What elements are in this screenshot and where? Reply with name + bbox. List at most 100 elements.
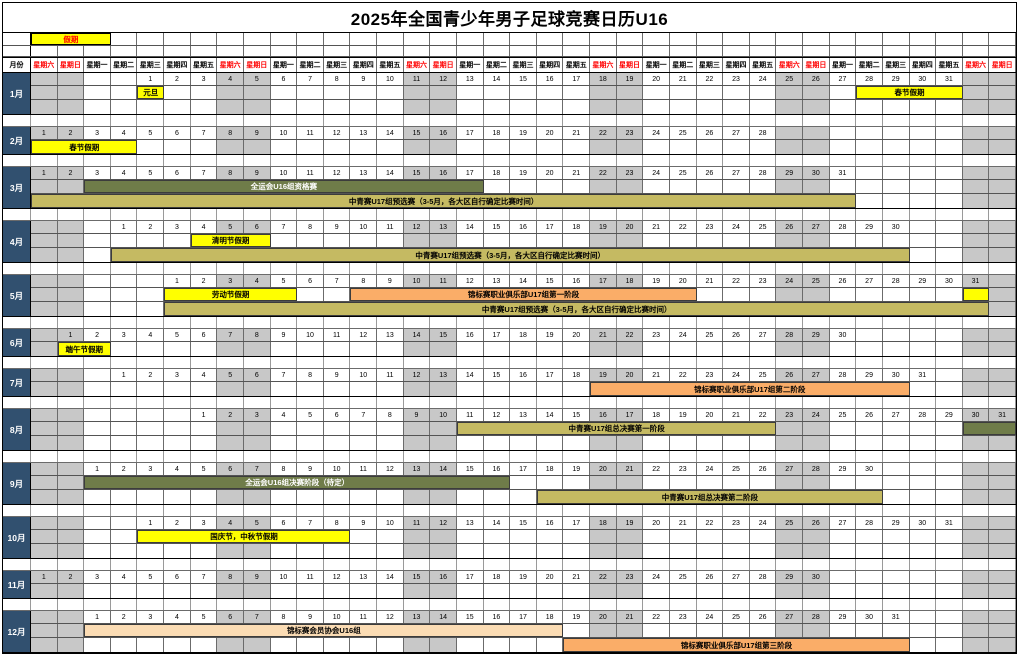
event-grid-cell[interactable] [883, 544, 910, 558]
event-grid-cell[interactable] [31, 476, 58, 489]
event-grid-cell[interactable] [510, 436, 537, 450]
event-grid-cell[interactable] [31, 180, 58, 193]
separator-cell[interactable] [111, 357, 138, 368]
separator-cell[interactable] [484, 451, 511, 462]
date-cell[interactable]: 23 [616, 571, 644, 583]
separator-cell[interactable] [936, 397, 963, 408]
date-cell[interactable]: 24 [803, 409, 830, 421]
date-cell[interactable]: 21 [643, 221, 670, 233]
separator-cell[interactable] [856, 115, 883, 126]
event-grid-cell[interactable] [803, 584, 830, 598]
weekday-header[interactable]: 星期四 [910, 58, 937, 72]
separator-cell[interactable] [856, 155, 883, 166]
separator-cell[interactable] [989, 451, 1016, 462]
separator-cell[interactable] [191, 397, 218, 408]
event-grid-cell[interactable] [643, 544, 670, 558]
separator-cell[interactable] [910, 451, 937, 462]
date-cell[interactable]: 19 [616, 517, 644, 529]
event-grid-cell[interactable] [883, 234, 910, 247]
weekday-header[interactable]: 星期二 [297, 58, 324, 72]
date-cell[interactable]: 27 [723, 167, 750, 179]
date-cell[interactable]: 23 [697, 369, 724, 381]
event-grid-cell[interactable] [670, 544, 697, 558]
separator-cell[interactable] [643, 559, 670, 570]
separator-cell[interactable] [670, 397, 697, 408]
event-grid-cell[interactable] [962, 476, 990, 489]
event-grid-cell[interactable] [563, 140, 591, 154]
event-grid-cell[interactable] [457, 234, 484, 247]
separator-cell[interactable] [563, 559, 591, 570]
event-grid-cell[interactable] [563, 544, 591, 558]
event-grid-cell[interactable] [776, 288, 804, 301]
separator-cell[interactable] [164, 599, 191, 610]
separator-cell[interactable] [430, 155, 457, 166]
event-grid-cell[interactable] [243, 100, 271, 114]
separator-cell[interactable] [830, 155, 857, 166]
event-grid-cell[interactable] [962, 100, 990, 114]
separator-cell[interactable] [697, 209, 724, 220]
empty-date-cell[interactable] [962, 73, 990, 85]
separator-cell[interactable] [350, 357, 378, 368]
date-cell[interactable]: 28 [910, 409, 937, 421]
event-grid-cell[interactable] [271, 436, 298, 450]
event-grid-cell[interactable] [377, 100, 404, 114]
event-grid-cell[interactable] [324, 86, 351, 99]
event-grid-cell[interactable] [377, 638, 404, 652]
date-cell[interactable]: 26 [830, 275, 857, 287]
event-grid-cell[interactable] [856, 194, 883, 208]
event-grid-cell[interactable] [324, 544, 351, 558]
event-grid-cell[interactable] [111, 382, 138, 396]
date-cell[interactable]: 1 [191, 409, 218, 421]
event-grid-cell[interactable] [962, 544, 990, 558]
separator-cell[interactable] [137, 357, 165, 368]
date-cell[interactable]: 20 [537, 167, 564, 179]
event-grid-cell[interactable] [31, 624, 58, 637]
date-cell[interactable]: 9 [243, 127, 271, 139]
empty-date-cell[interactable] [111, 517, 138, 529]
date-cell[interactable]: 18 [484, 127, 511, 139]
event-grid-cell[interactable] [936, 248, 963, 262]
date-cell[interactable]: 14 [457, 369, 484, 381]
date-cell[interactable]: 8 [271, 463, 298, 475]
event-grid-cell[interactable] [350, 382, 378, 396]
date-cell[interactable]: 4 [164, 463, 191, 475]
date-cell[interactable]: 13 [510, 409, 537, 421]
event-grid-cell[interactable] [430, 100, 457, 114]
event-grid-cell[interactable] [670, 234, 697, 247]
date-cell[interactable]: 21 [697, 275, 724, 287]
event-grid-cell[interactable] [616, 342, 644, 356]
event-grid-cell[interactable] [510, 530, 537, 543]
date-cell[interactable]: 24 [776, 275, 804, 287]
date-cell[interactable]: 18 [537, 463, 564, 475]
date-cell[interactable]: 29 [936, 409, 963, 421]
separator-cell[interactable] [350, 155, 378, 166]
legend-grid-cell[interactable] [590, 33, 617, 45]
separator-cell[interactable] [111, 505, 138, 516]
date-cell[interactable]: 30 [883, 221, 910, 233]
date-cell[interactable]: 28 [830, 369, 857, 381]
date-cell[interactable]: 29 [830, 463, 857, 475]
date-cell[interactable]: 22 [590, 127, 617, 139]
event-grid-cell[interactable] [989, 490, 1016, 504]
event-grid-cell[interactable] [84, 302, 111, 316]
separator-cell[interactable] [111, 155, 138, 166]
separator-cell[interactable] [244, 209, 271, 220]
separator-cell[interactable] [297, 115, 324, 126]
event-grid-cell[interactable] [910, 288, 937, 301]
event-grid-cell[interactable] [697, 530, 724, 543]
date-cell[interactable]: 22 [697, 73, 724, 85]
event-grid-cell[interactable] [84, 382, 111, 396]
legend-grid-cell[interactable] [271, 33, 298, 45]
date-cell[interactable]: 29 [776, 167, 804, 179]
event-grid-cell[interactable] [776, 544, 804, 558]
date-cell[interactable]: 11 [297, 167, 324, 179]
event-grid-cell[interactable] [643, 530, 670, 543]
event-grid-cell[interactable] [830, 624, 857, 637]
separator-cell[interactable] [697, 317, 724, 328]
separator-cell[interactable] [404, 505, 431, 516]
event-grid-cell[interactable] [910, 490, 937, 504]
event-grid-cell[interactable] [962, 436, 990, 450]
separator-cell[interactable] [856, 263, 883, 274]
event-grid-cell[interactable] [803, 180, 830, 193]
empty-date-cell[interactable] [31, 275, 58, 287]
